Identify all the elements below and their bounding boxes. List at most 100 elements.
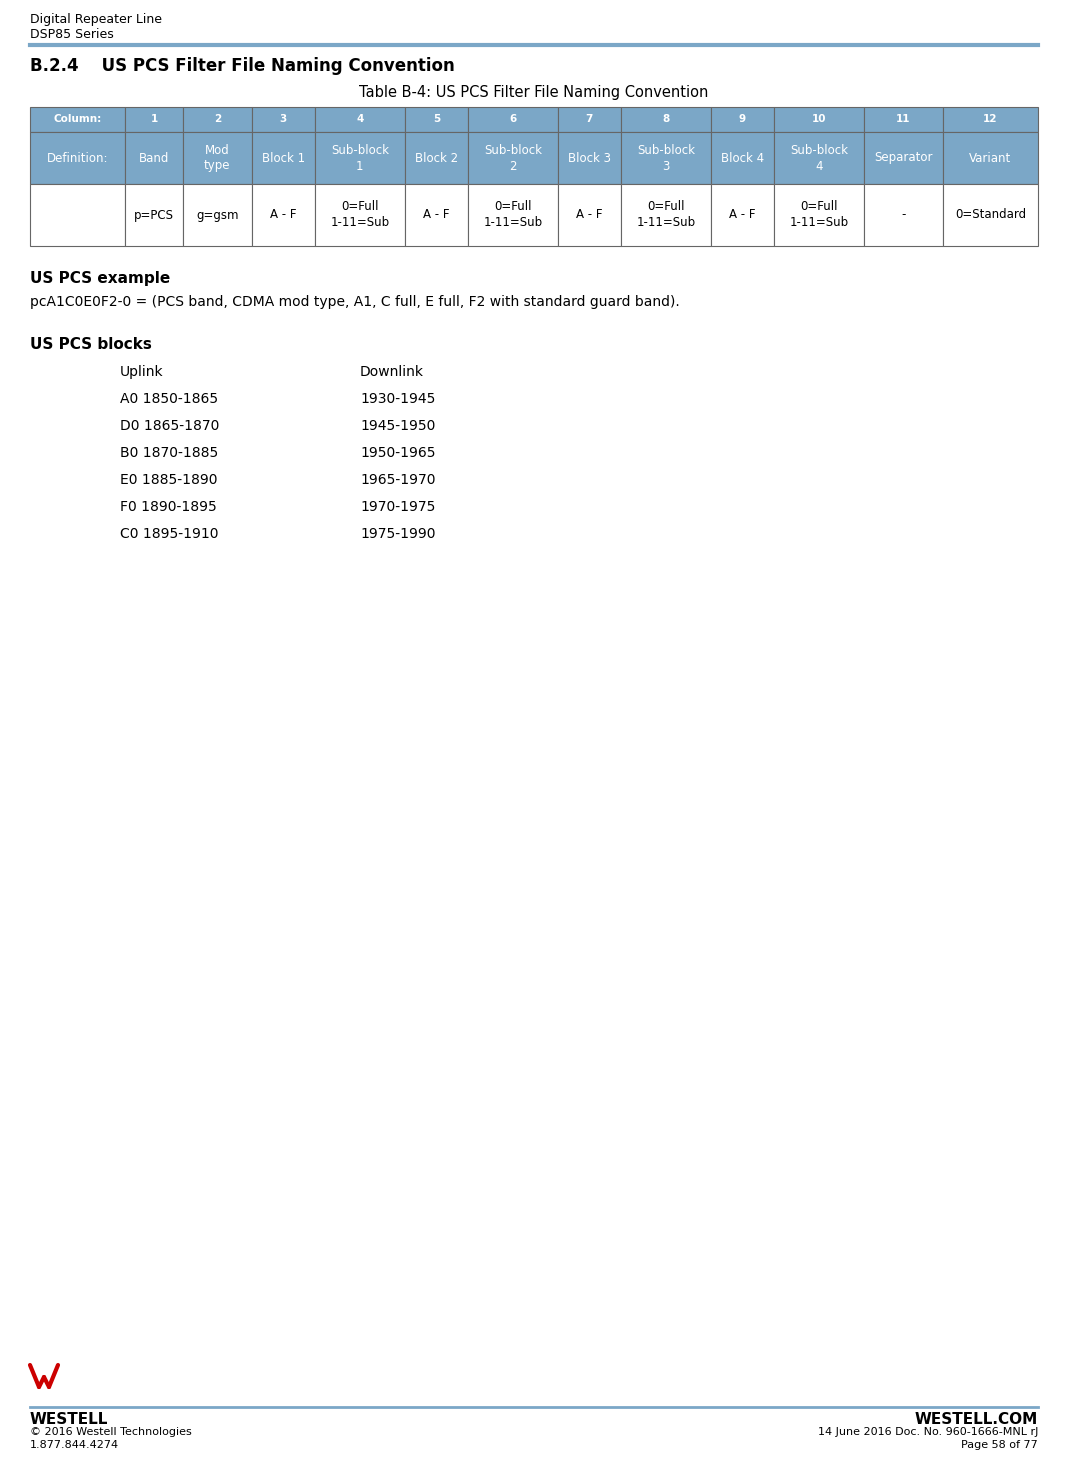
Bar bbox=[774, 131, 864, 184]
Bar bbox=[252, 184, 315, 246]
Text: Block 2: Block 2 bbox=[414, 152, 458, 165]
Bar bbox=[943, 184, 1038, 246]
Text: 8: 8 bbox=[662, 115, 670, 124]
Text: A - F: A - F bbox=[729, 208, 756, 221]
Bar bbox=[315, 131, 405, 184]
Text: 1930-1945: 1930-1945 bbox=[360, 392, 436, 406]
Text: 1945-1950: 1945-1950 bbox=[360, 419, 436, 434]
Bar bbox=[557, 131, 622, 184]
Text: 1970-1975: 1970-1975 bbox=[360, 500, 436, 513]
Bar bbox=[30, 184, 125, 246]
Bar bbox=[622, 108, 711, 131]
Text: A - F: A - F bbox=[576, 208, 602, 221]
Text: 9: 9 bbox=[739, 115, 747, 124]
Bar bbox=[30, 108, 125, 131]
Text: 0=Full
1-11=Sub: 0=Full 1-11=Sub bbox=[637, 201, 695, 230]
Text: Sub-block
4: Sub-block 4 bbox=[790, 143, 848, 173]
Text: Band: Band bbox=[139, 152, 169, 165]
Text: Separator: Separator bbox=[875, 152, 932, 165]
Text: Block 3: Block 3 bbox=[568, 152, 611, 165]
Bar bbox=[557, 184, 622, 246]
Text: Page 58 of 77: Page 58 of 77 bbox=[961, 1440, 1038, 1450]
Text: 0=Standard: 0=Standard bbox=[955, 208, 1026, 221]
Bar bbox=[711, 108, 774, 131]
Bar bbox=[622, 184, 711, 246]
Text: 4: 4 bbox=[356, 115, 363, 124]
Text: pcA1C0E0F2-0 = (PCS band, CDMA mod type, A1, C full, E full, F2 with standard gu: pcA1C0E0F2-0 = (PCS band, CDMA mod type,… bbox=[30, 295, 679, 308]
Text: 1950-1965: 1950-1965 bbox=[360, 445, 436, 460]
Bar bbox=[405, 108, 468, 131]
Text: Variant: Variant bbox=[970, 152, 1011, 165]
Text: Sub-block
3: Sub-block 3 bbox=[637, 143, 695, 173]
Text: Block 4: Block 4 bbox=[721, 152, 764, 165]
Text: Digital Repeater Line: Digital Repeater Line bbox=[30, 13, 162, 27]
Text: 10: 10 bbox=[812, 115, 827, 124]
Text: 0=Full
1-11=Sub: 0=Full 1-11=Sub bbox=[484, 201, 543, 230]
Bar bbox=[183, 184, 252, 246]
Text: 5: 5 bbox=[433, 115, 440, 124]
Text: Block 1: Block 1 bbox=[262, 152, 304, 165]
Bar bbox=[468, 108, 557, 131]
Bar bbox=[864, 108, 943, 131]
Bar bbox=[468, 184, 557, 246]
Text: B0 1870-1885: B0 1870-1885 bbox=[120, 445, 218, 460]
Bar bbox=[315, 184, 405, 246]
Text: Column:: Column: bbox=[53, 115, 101, 124]
Text: WESTELL.COM: WESTELL.COM bbox=[915, 1412, 1038, 1426]
Text: F0 1890-1895: F0 1890-1895 bbox=[120, 500, 217, 513]
Bar bbox=[943, 131, 1038, 184]
Bar bbox=[557, 108, 622, 131]
Bar bbox=[315, 108, 405, 131]
Text: Mod
type: Mod type bbox=[204, 143, 231, 173]
Text: Downlink: Downlink bbox=[360, 364, 424, 379]
Text: A - F: A - F bbox=[423, 208, 450, 221]
Bar bbox=[468, 131, 557, 184]
Text: g=gsm: g=gsm bbox=[197, 208, 238, 221]
Bar bbox=[125, 131, 183, 184]
Bar bbox=[125, 108, 183, 131]
Text: 0=Full
1-11=Sub: 0=Full 1-11=Sub bbox=[789, 201, 849, 230]
Bar bbox=[864, 131, 943, 184]
Text: 2: 2 bbox=[214, 115, 221, 124]
Text: 11: 11 bbox=[896, 115, 911, 124]
Text: 1.877.844.4274: 1.877.844.4274 bbox=[30, 1440, 120, 1450]
Text: 14 June 2016 Doc. No. 960-1666-MNL rJ: 14 June 2016 Doc. No. 960-1666-MNL rJ bbox=[818, 1426, 1038, 1437]
Text: A0 1850-1865: A0 1850-1865 bbox=[120, 392, 218, 406]
Text: 7: 7 bbox=[585, 115, 593, 124]
Bar bbox=[622, 131, 711, 184]
Text: Table B-4: US PCS Filter File Naming Convention: Table B-4: US PCS Filter File Naming Con… bbox=[359, 86, 709, 100]
Text: p=PCS: p=PCS bbox=[134, 208, 174, 221]
Text: E0 1885-1890: E0 1885-1890 bbox=[120, 473, 218, 487]
Text: DSP85 Series: DSP85 Series bbox=[30, 28, 114, 41]
Text: 1975-1990: 1975-1990 bbox=[360, 527, 436, 541]
Bar bbox=[252, 108, 315, 131]
Bar bbox=[252, 131, 315, 184]
Text: 3: 3 bbox=[280, 115, 287, 124]
Text: D0 1865-1870: D0 1865-1870 bbox=[120, 419, 219, 434]
Text: 0=Full
1-11=Sub: 0=Full 1-11=Sub bbox=[330, 201, 390, 230]
Text: Sub-block
1: Sub-block 1 bbox=[331, 143, 389, 173]
Bar bbox=[125, 184, 183, 246]
Text: A - F: A - F bbox=[270, 208, 297, 221]
Bar bbox=[774, 108, 864, 131]
Text: 1965-1970: 1965-1970 bbox=[360, 473, 436, 487]
Text: Sub-block
2: Sub-block 2 bbox=[484, 143, 541, 173]
Bar bbox=[711, 131, 774, 184]
Text: © 2016 Westell Technologies: © 2016 Westell Technologies bbox=[30, 1426, 192, 1437]
Bar bbox=[864, 184, 943, 246]
Bar bbox=[943, 108, 1038, 131]
Bar bbox=[183, 108, 252, 131]
Text: 6: 6 bbox=[509, 115, 517, 124]
Bar bbox=[183, 131, 252, 184]
Text: Definition:: Definition: bbox=[47, 152, 108, 165]
Text: 12: 12 bbox=[984, 115, 998, 124]
Bar bbox=[405, 131, 468, 184]
Text: B.2.4    US PCS Filter File Naming Convention: B.2.4 US PCS Filter File Naming Conventi… bbox=[30, 58, 455, 75]
Bar bbox=[405, 184, 468, 246]
Text: Uplink: Uplink bbox=[120, 364, 163, 379]
Bar bbox=[774, 184, 864, 246]
Text: C0 1895-1910: C0 1895-1910 bbox=[120, 527, 219, 541]
Bar bbox=[711, 184, 774, 246]
Text: WESTELL: WESTELL bbox=[30, 1412, 108, 1426]
Text: US PCS example: US PCS example bbox=[30, 271, 170, 286]
